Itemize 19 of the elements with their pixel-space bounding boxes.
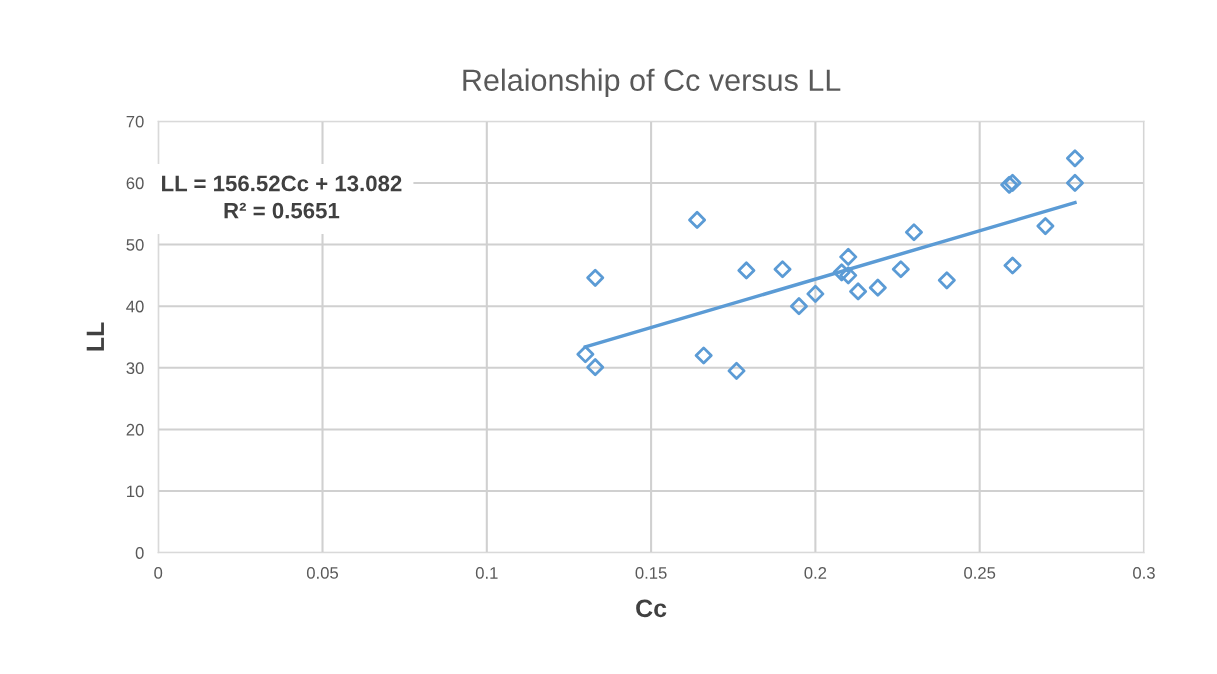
y-axis-title: LL <box>86 322 104 351</box>
x-tick-label: 0.15 <box>635 567 667 579</box>
x-axis-title: Cc <box>636 599 667 618</box>
y-tick-label: 10 <box>127 485 144 498</box>
x-tick-label: 0.25 <box>964 567 996 579</box>
x-tick-label: 0.3 <box>1133 567 1155 579</box>
x-tick-label: 0.05 <box>306 567 339 579</box>
annotation: LL = 156.52Cc + 13.082 R² = 0.5651 <box>162 175 402 219</box>
x-tick-label: 0.2 <box>804 567 827 579</box>
chart-title: Relaionship of Cc versus LL <box>463 68 841 98</box>
x-tick-label: 0.1 <box>475 567 498 579</box>
y-tick-label: 20 <box>126 423 144 436</box>
y-tick-label: 50 <box>126 238 144 251</box>
y-tick-label: 70 <box>126 115 144 128</box>
y-tick-label: 30 <box>126 362 144 375</box>
y-tick-label: 40 <box>126 300 144 313</box>
x-tick-label: 0 <box>154 567 163 579</box>
y-tick-label: 0 <box>135 547 144 559</box>
y-tick-label: 60 <box>126 177 144 190</box>
